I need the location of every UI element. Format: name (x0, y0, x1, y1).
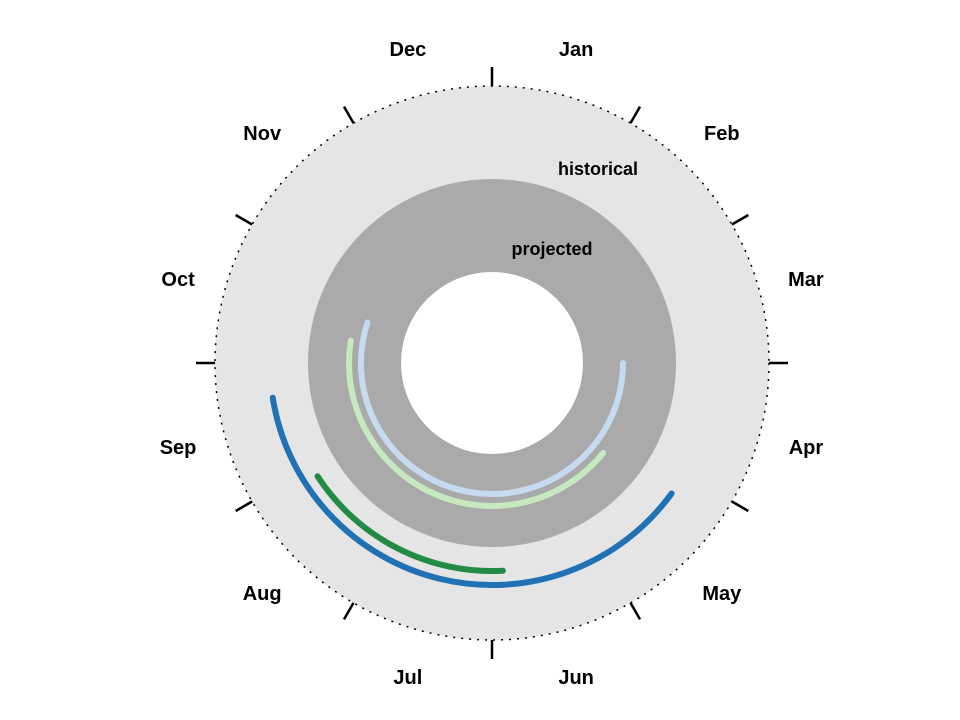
month-label: Feb (704, 123, 740, 145)
month-tick (731, 213, 749, 226)
month-labels: Jan Feb Mar Apr May Jun Jul Aug Sep Oct Nov Dec (160, 39, 824, 689)
month-tick (235, 213, 253, 226)
historical-arc (269, 394, 675, 588)
month-tick (629, 106, 642, 124)
historical-ring-label: historical (558, 159, 638, 179)
month-tick (731, 500, 749, 513)
month-label: Jul (393, 667, 422, 689)
month-tick (342, 602, 355, 620)
center-hole (401, 272, 583, 454)
projected-ring-label: projected (511, 239, 592, 259)
month-label: Jan (559, 39, 593, 61)
month-label: Dec (390, 39, 427, 61)
month-tick (342, 106, 355, 124)
month-ticks (196, 67, 788, 659)
month-label: Apr (789, 437, 824, 459)
month-label: Oct (161, 269, 195, 291)
month-label: Nov (243, 123, 282, 145)
month-tick (629, 602, 642, 620)
month-tick (235, 500, 253, 513)
month-label: Sep (160, 437, 197, 459)
month-label: May (702, 583, 742, 605)
month-label: Aug (243, 583, 282, 605)
projected-arc (358, 319, 626, 497)
month-label: Jun (558, 667, 594, 689)
historical-arc (314, 473, 506, 574)
event-arcs (269, 319, 675, 588)
projected-arc (346, 337, 607, 509)
month-label: Mar (788, 269, 824, 291)
